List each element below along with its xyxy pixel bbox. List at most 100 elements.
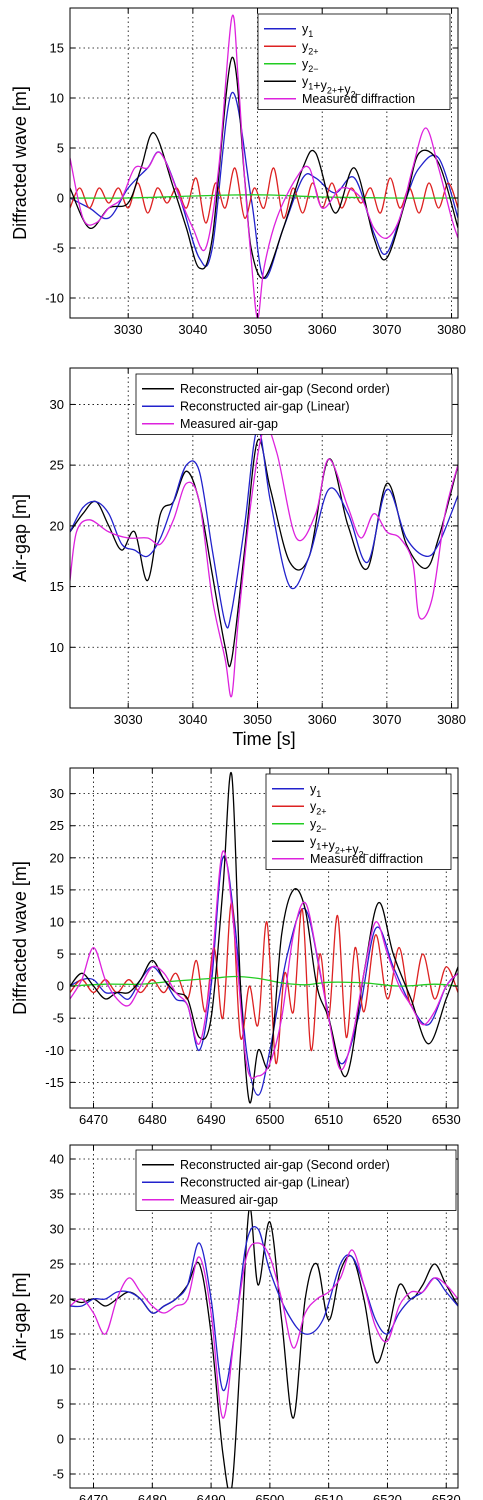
axes-frame <box>69 367 459 709</box>
series-line-2 <box>70 902 458 1064</box>
x-tick-label: 6480 <box>138 1112 167 1127</box>
axes-frame <box>69 7 459 319</box>
x-tick-label: 3070 <box>372 712 401 727</box>
legend-label-2: y2+ <box>302 39 319 56</box>
y-tick-label: 30 <box>50 786 64 801</box>
y-tick-label: 10 <box>50 91 64 106</box>
x-tick-label: 3030 <box>114 712 143 727</box>
x-tick-label: 6500 <box>255 1492 284 1500</box>
y-tick-label: 15 <box>50 882 64 897</box>
series-line-5 <box>70 14 458 318</box>
x-tick-label: 3060 <box>308 322 337 337</box>
x-tick-label: 6520 <box>373 1492 402 1500</box>
x-tick-label: 6520 <box>373 1112 402 1127</box>
series-line-5 <box>70 850 458 1079</box>
y-tick-label: 10 <box>50 1362 64 1377</box>
y-tick-label: 15 <box>50 579 64 594</box>
series-line-2 <box>70 428 458 629</box>
legend-label-4: y1+y2++y2− <box>302 74 361 99</box>
y-axis-label: Air-gap [m] <box>10 494 30 582</box>
y-tick-label: 35 <box>50 1187 64 1202</box>
series-line-1 <box>70 855 458 1096</box>
series-group <box>70 771 458 1104</box>
x-tick-label: 3040 <box>178 322 207 337</box>
series-group <box>70 425 458 698</box>
x-tick-label: 6530 <box>432 1112 461 1127</box>
legend-label-2: Reconstructed air-gap (Linear) <box>180 399 350 413</box>
chart-4: 6470 6480 6490 6500 6510 6520 6530 -5 0 5 10 15 20 25… <box>10 1144 461 1500</box>
y-tick-label: -5 <box>52 241 64 256</box>
chart-3: 6470 6480 6490 6500 6510 6520 6530 -15 -10 -5 0 5 10… <box>10 767 461 1127</box>
x-tick-label: 6500 <box>255 1112 284 1127</box>
series-group <box>70 1206 458 1488</box>
y-tick-label: 10 <box>50 640 64 655</box>
legend-label-5: Measured diffraction <box>302 92 415 106</box>
x-tick-label: 6510 <box>314 1492 343 1500</box>
y-axis-label: Air-gap [m] <box>10 1272 30 1360</box>
legend-box <box>265 773 452 870</box>
y-tick-label: 10 <box>50 914 64 929</box>
y-tick-label: 15 <box>50 41 64 56</box>
x-tick-label: 3080 <box>437 322 466 337</box>
series-line-3 <box>70 425 458 698</box>
y-tick-label: 20 <box>50 850 64 865</box>
series-group <box>70 14 458 318</box>
y-tick-label: 25 <box>50 458 64 473</box>
legend-label-2: Reconstructed air-gap (Linear) <box>180 1175 350 1189</box>
x-tick-label: 6490 <box>197 1112 226 1127</box>
y-tick-label: 5 <box>57 1397 64 1412</box>
x-tick-label: 3060 <box>308 712 337 727</box>
x-tick-label: 6470 <box>79 1492 108 1500</box>
legend-label-3: y2− <box>310 817 327 834</box>
legend-label-3: y2− <box>302 57 319 74</box>
legend-box <box>257 13 451 110</box>
legend-label-5: Measured diffraction <box>310 852 423 866</box>
y-axis-label: Diffracted wave [m] <box>10 861 30 1015</box>
legend-label-3: Measured air-gap <box>180 1193 278 1207</box>
y-tick-label: -10 <box>45 291 64 306</box>
legend-label-1: Reconstructed air-gap (Second order) <box>180 1158 390 1172</box>
x-tick-label: 3050 <box>243 322 272 337</box>
chart-1: 3030 3040 3050 3060 3070 3080 -10 -5 0 5 10 15 Diffr… <box>10 7 466 337</box>
legend-box <box>135 1149 457 1211</box>
x-tick-label: 6480 <box>138 1492 167 1500</box>
y-tick-label: -5 <box>52 1011 64 1026</box>
legend-label-3: Measured air-gap <box>180 417 278 431</box>
x-tick-label: 3070 <box>372 322 401 337</box>
x-tick-label: 3030 <box>114 322 143 337</box>
legend-label-2: y2+ <box>310 799 327 816</box>
series-line-2 <box>70 1226 458 1392</box>
y-tick-label: 30 <box>50 1222 64 1237</box>
y-axis-label: Diffracted wave [m] <box>10 86 30 240</box>
y-tick-label: 0 <box>57 191 64 206</box>
y-tick-label: -15 <box>45 1075 64 1090</box>
legend-label-4: y1+y2++y2− <box>310 834 369 859</box>
y-tick-label: 25 <box>50 1257 64 1272</box>
series-line-3 <box>70 1242 458 1419</box>
legend: Reconstructed air-gap (Second order) Reco… <box>135 1149 457 1211</box>
chart-2: 3030 3040 3050 3060 3070 3080 10 15 20 25 30 Air-ga… <box>10 367 466 749</box>
y-tick-label: 5 <box>57 947 64 962</box>
x-tick-label: 6530 <box>432 1492 461 1500</box>
axes-frame <box>69 1144 459 1489</box>
y-tick-label: 20 <box>50 1292 64 1307</box>
legend-label-1: y1 <box>302 22 313 39</box>
y-tick-label: 20 <box>50 518 64 533</box>
y-tick-label: 40 <box>50 1152 64 1167</box>
legend-box <box>135 373 453 435</box>
series-line-3 <box>70 194 458 199</box>
y-tick-label: -5 <box>52 1467 64 1482</box>
series-line-3 <box>70 975 458 987</box>
legend: Reconstructed air-gap (Second order) Reco… <box>135 373 453 435</box>
y-tick-label: 30 <box>50 397 64 412</box>
x-tick-label: 6470 <box>79 1112 108 1127</box>
x-tick-label: 3050 <box>243 712 272 727</box>
y-tick-label: 25 <box>50 818 64 833</box>
x-axis-label: Time [s] <box>232 729 295 749</box>
x-tick-label: 3040 <box>178 712 207 727</box>
y-tick-label: 15 <box>50 1327 64 1342</box>
y-tick-label: 0 <box>57 979 64 994</box>
